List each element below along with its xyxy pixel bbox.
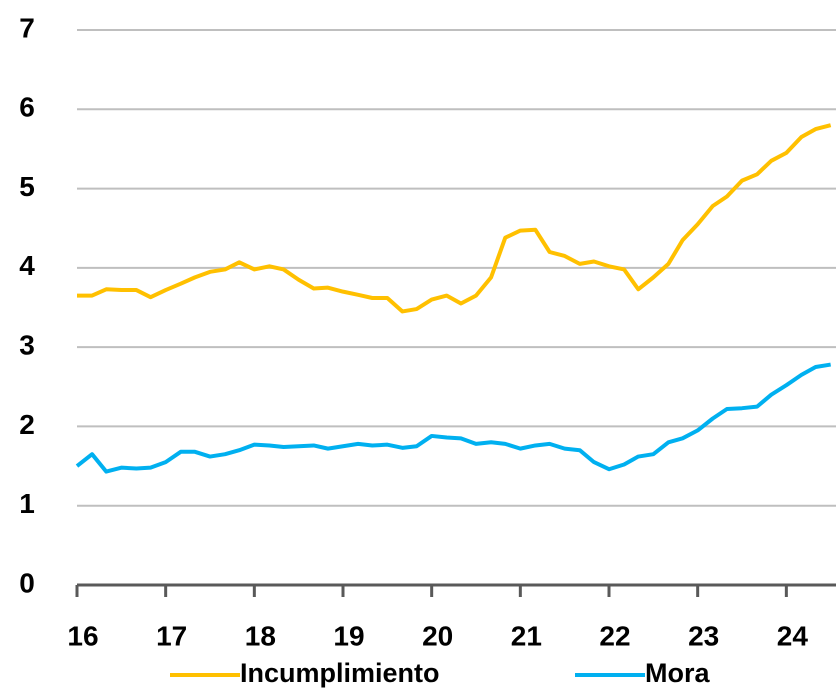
- y-tick-label: 4: [19, 250, 35, 281]
- legend-label: Incumplimiento: [240, 658, 440, 688]
- x-tick-label: 24: [777, 620, 809, 651]
- x-tick-label: 22: [599, 620, 630, 651]
- x-tick-label: 20: [422, 620, 453, 651]
- legend-label: Mora: [645, 658, 710, 688]
- y-tick-label: 3: [19, 330, 35, 361]
- y-tick-label: 0: [19, 567, 35, 598]
- y-tick-label: 1: [19, 488, 35, 519]
- x-tick-label: 21: [511, 620, 542, 651]
- x-tick-label: 16: [67, 620, 98, 651]
- line: [75, 362, 831, 474]
- y-tick-label: 6: [19, 92, 35, 123]
- x-tick-label: 23: [688, 620, 719, 651]
- x-tick-label: 17: [156, 620, 187, 651]
- y-tick-label: 2: [19, 409, 35, 440]
- x-tick-label: 19: [333, 620, 364, 651]
- y-tick-label: 7: [19, 12, 35, 43]
- line: [77, 123, 832, 314]
- x-tick-label: 18: [245, 620, 276, 651]
- y-tick-label: 5: [19, 171, 35, 202]
